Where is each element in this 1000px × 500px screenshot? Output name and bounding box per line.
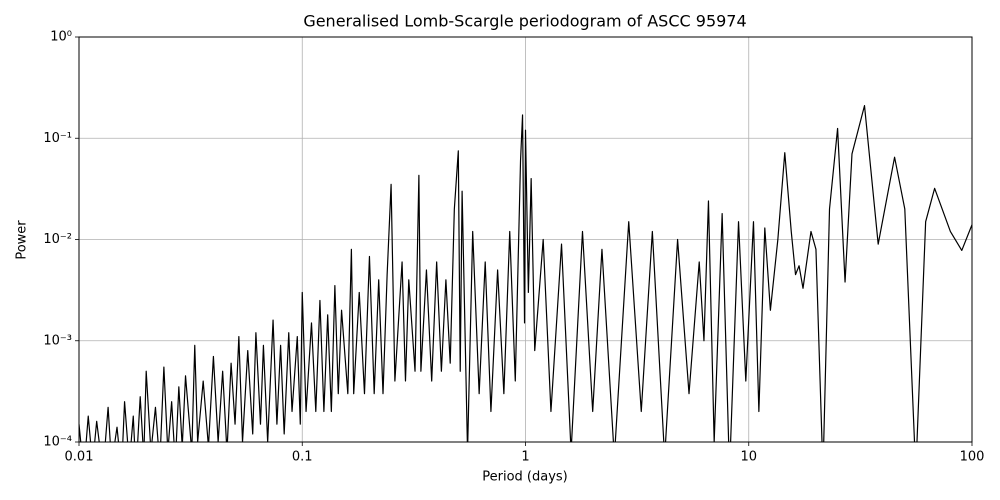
series-line — [79, 105, 972, 442]
ticks: 0.01 0.1 1 10 100 10⁻⁴ 10⁻³ 10⁻² 10⁻¹ 10⁰ — [43, 30, 984, 465]
y-axis-label: Power — [15, 220, 30, 260]
x-tick-label: 1 — [521, 450, 529, 465]
x-tick-label: 0.1 — [292, 450, 313, 465]
chart-title: Generalised Lomb-Scargle periodogram of … — [303, 12, 746, 31]
y-tick-label: 10⁰ — [50, 30, 72, 45]
x-tick-label: 10 — [740, 450, 757, 465]
plot-area — [79, 105, 972, 442]
y-tick-label: 10⁻⁴ — [43, 435, 72, 450]
x-tick-label: 0.01 — [65, 450, 94, 465]
y-tick-label: 10⁻² — [43, 232, 72, 247]
y-tick-label: 10⁻³ — [43, 333, 72, 348]
x-axis-label: Period (days) — [482, 470, 568, 485]
x-tick-label: 100 — [960, 450, 985, 465]
y-tick-label: 10⁻¹ — [43, 131, 72, 146]
